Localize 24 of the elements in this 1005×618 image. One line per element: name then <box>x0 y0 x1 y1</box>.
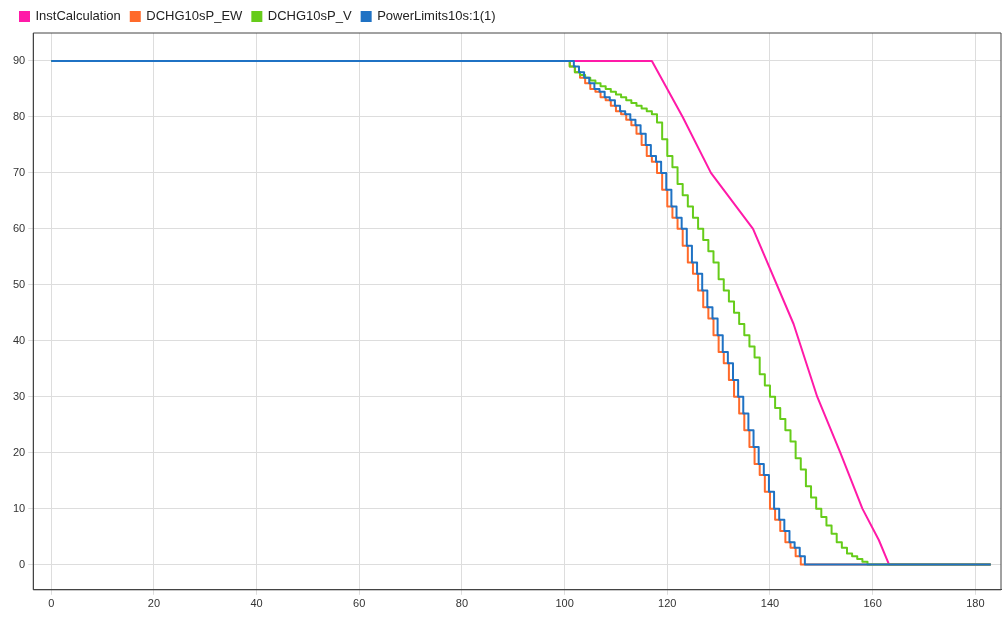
y-tick-label: 20 <box>12 445 26 458</box>
y-tick-label: 30 <box>12 389 26 402</box>
legend-label: DCHG10sP_EW <box>146 8 244 24</box>
x-tick-label: 80 <box>455 597 469 610</box>
x-tick-label: 120 <box>658 597 677 610</box>
x-tick-label: 20 <box>147 597 161 610</box>
legend-label: DCHG10sP_V <box>267 8 352 24</box>
x-tick-label: 100 <box>555 597 574 610</box>
y-tick-label: 40 <box>12 333 26 346</box>
x-tick-label: 160 <box>863 597 882 610</box>
x-tick-label: 40 <box>250 597 263 610</box>
y-tick-label: 90 <box>12 54 26 67</box>
y-tick-label: 50 <box>12 277 26 290</box>
legend-label: InstCalculation <box>35 8 121 24</box>
y-tick-label: 70 <box>12 165 26 178</box>
y-tick-label: 10 <box>12 501 26 514</box>
legend-label: PowerLimits10s:1(1) <box>377 8 496 24</box>
y-tick-label: 0 <box>19 557 26 570</box>
x-tick-label: 140 <box>760 597 780 610</box>
y-tick-label: 60 <box>12 221 26 234</box>
x-tick-label: 180 <box>966 597 985 610</box>
x-tick-label: 60 <box>353 597 366 610</box>
y-tick-label: 80 <box>12 109 26 122</box>
x-tick-label: 0 <box>48 597 55 610</box>
